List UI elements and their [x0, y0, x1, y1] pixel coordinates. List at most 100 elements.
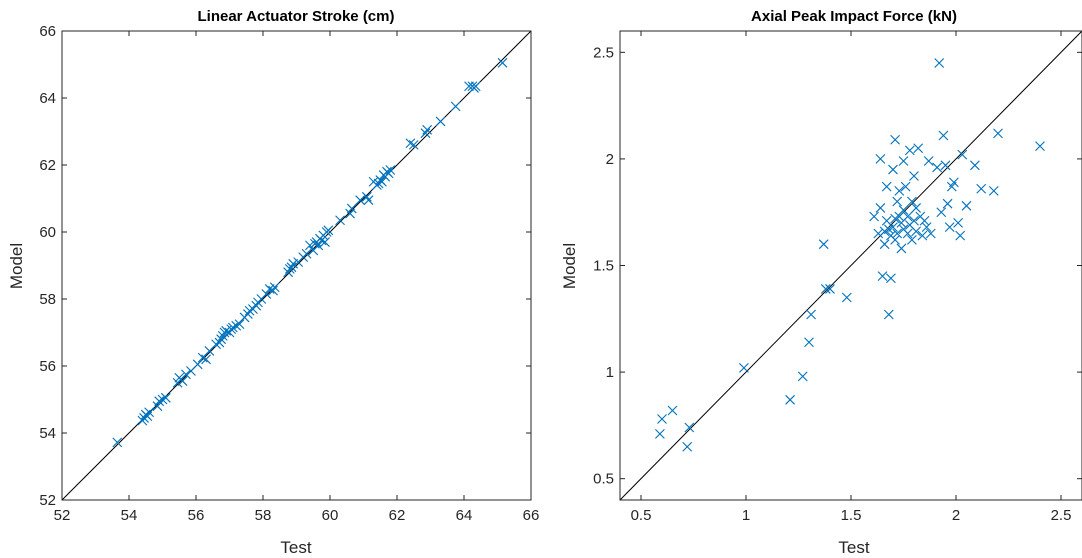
- y-tick-label: 60: [39, 224, 56, 241]
- data-point: [875, 154, 886, 164]
- data-point: [112, 437, 123, 448]
- y-tick-label: 62: [39, 157, 56, 174]
- data-point: [320, 237, 330, 247]
- data-point: [892, 196, 903, 207]
- x-tick-label: 64: [456, 507, 473, 524]
- data-point: [739, 362, 749, 373]
- data-point: [955, 230, 966, 241]
- x-tick-label: 2.5: [1051, 507, 1072, 524]
- data-point: [892, 228, 903, 239]
- data-point: [890, 235, 900, 245]
- x-axis-label: Test: [838, 538, 869, 557]
- data-point: [251, 300, 262, 311]
- data-point: [919, 215, 930, 226]
- data-point: [873, 228, 884, 239]
- chart-title: Axial Peak Impact Force (kN): [751, 8, 957, 25]
- data-point: [841, 292, 852, 303]
- data-point: [894, 185, 905, 196]
- data-point: [283, 267, 294, 278]
- data-point: [361, 191, 372, 202]
- y-tick-label: 58: [39, 291, 56, 308]
- x-tick-label: 0.5: [631, 507, 652, 524]
- data-point: [898, 205, 909, 215]
- data-point: [886, 273, 896, 284]
- data-point: [925, 228, 936, 239]
- y-tick-label: 54: [39, 425, 56, 442]
- data-point: [313, 240, 324, 251]
- x-tick-label: 54: [121, 507, 138, 524]
- data-point: [177, 376, 188, 386]
- plot-area-frame: [61, 30, 532, 501]
- data-point: [363, 195, 374, 206]
- data-point: [911, 203, 921, 213]
- data-point: [234, 319, 245, 330]
- y-tick-label: 52: [39, 492, 56, 509]
- data-point: [346, 203, 357, 214]
- data-point: [917, 230, 928, 241]
- data-point: [804, 337, 814, 348]
- data-point: [420, 128, 431, 139]
- data-point: [383, 168, 394, 179]
- data-point: [231, 320, 242, 331]
- data-point: [157, 394, 168, 405]
- data-point: [944, 222, 955, 233]
- y-tick-label: 2: [606, 151, 614, 168]
- data-point: [869, 211, 879, 222]
- reference-line-y-equals-x: [61, 30, 532, 501]
- data-point: [818, 239, 829, 250]
- x-tick-label: 62: [389, 507, 406, 524]
- data-point: [909, 215, 919, 226]
- data-point: [435, 116, 446, 127]
- data-point: [883, 309, 894, 320]
- data-point: [907, 196, 917, 207]
- y-axis-label: Model: [7, 243, 26, 289]
- data-point: [405, 138, 416, 149]
- data-point: [894, 211, 905, 222]
- data-point: [902, 228, 913, 239]
- chart-linear-actuator-stroke: Linear Actuator Stroke (cm) Test Model 5…: [7, 8, 539, 557]
- data-point: [877, 271, 888, 282]
- data-point: [261, 289, 272, 299]
- data-point: [377, 176, 387, 187]
- data-point: [890, 134, 900, 145]
- x-axis-label: Test: [280, 538, 311, 557]
- data-point: [335, 215, 345, 226]
- data-point: [949, 177, 959, 188]
- data-point: [355, 195, 366, 206]
- data-point: [301, 248, 312, 259]
- data-point: [217, 330, 228, 341]
- data-point: [806, 309, 816, 320]
- data-point: [154, 396, 165, 407]
- x-tick-label: 66: [523, 507, 540, 524]
- data-point: [907, 235, 917, 245]
- data-point: [970, 160, 980, 171]
- y-axis-label: Model: [560, 243, 579, 289]
- data-point: [888, 222, 898, 233]
- data-point: [961, 200, 972, 211]
- data-point: [957, 149, 968, 160]
- data-point: [667, 405, 678, 416]
- data-point: [214, 337, 225, 348]
- data-point: [938, 130, 949, 141]
- x-tick-label: 1: [742, 507, 750, 524]
- y-tick-label: 64: [39, 90, 56, 107]
- x-tick-label: 60: [322, 507, 339, 524]
- y-tick-label: 56: [39, 358, 56, 375]
- data-point: [988, 185, 999, 196]
- data-point: [655, 429, 665, 439]
- data-point: [909, 171, 919, 181]
- y-tick-label: 1.5: [593, 258, 614, 275]
- x-tick-label: 2: [952, 507, 960, 524]
- y-tick-label: 66: [39, 23, 56, 40]
- x-tick-label: 52: [54, 507, 71, 524]
- data-point: [684, 422, 695, 433]
- data-point: [953, 217, 963, 228]
- data-point: [888, 164, 898, 175]
- data-point: [923, 156, 934, 166]
- data-point: [160, 392, 171, 403]
- data-point: [268, 285, 278, 296]
- data-point: [936, 207, 947, 218]
- data-point: [942, 198, 953, 209]
- data-point: [896, 243, 907, 254]
